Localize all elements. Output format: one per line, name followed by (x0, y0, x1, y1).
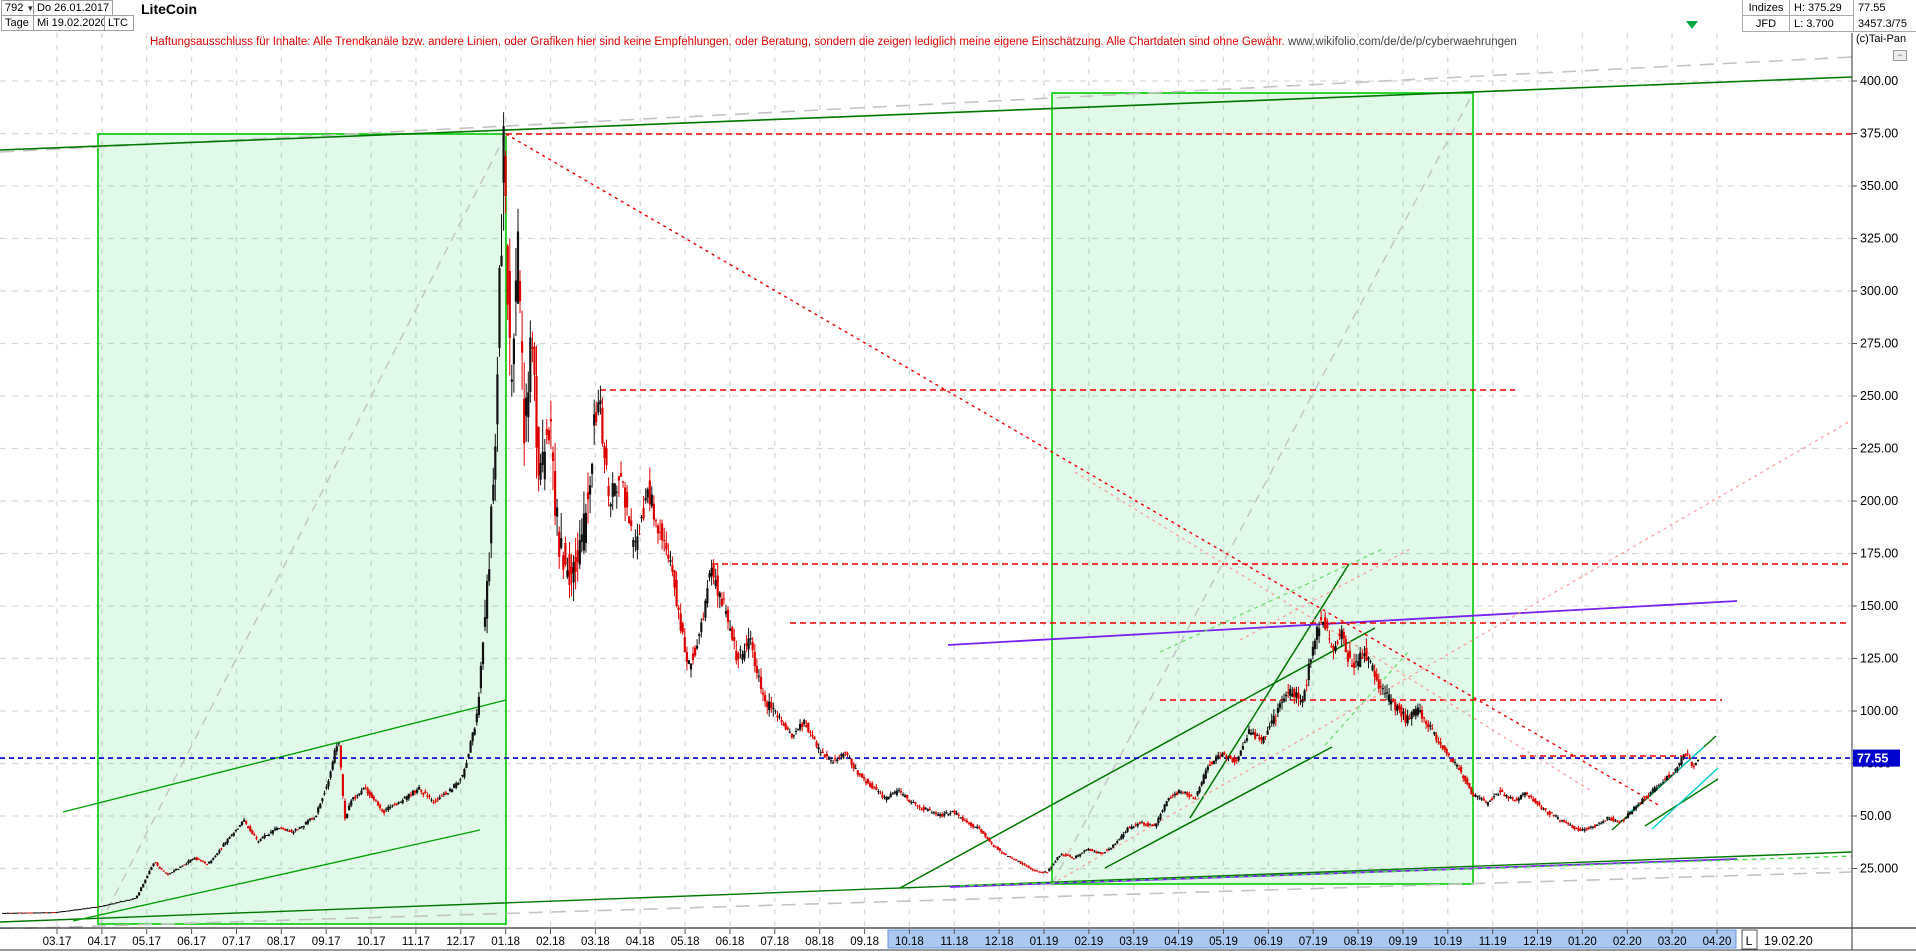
svg-text:04.17: 04.17 (88, 936, 117, 948)
gridlines-layer (0, 33, 1852, 928)
svg-text:11.18: 11.18 (940, 936, 968, 948)
instrument-title: LiteCoin (141, 1, 197, 17)
svg-text:225.00: 225.00 (1860, 442, 1898, 456)
svg-text:25.000: 25.000 (1860, 862, 1898, 876)
wikifolio-url[interactable]: www.wikifolio.com/de/de/p/cyberwaehrunge… (1284, 36, 1517, 48)
bars-count-value: 792 (5, 2, 24, 14)
chevron-down-icon: ▼ (26, 3, 35, 13)
svg-text:08.17: 08.17 (267, 936, 296, 948)
trendlines-layer (0, 21, 1853, 930)
svg-text:07.17: 07.17 (222, 936, 251, 948)
period-high: H: 375.29 (1789, 0, 1853, 16)
exchange-cell-2: JFD (1742, 16, 1789, 32)
svg-text:09.18: 09.18 (850, 936, 879, 948)
svg-text:09.17: 09.17 (312, 936, 341, 948)
date-axis[interactable]: 03.17 04.17 05.17 06.17 07.17 08.17 09.17 10.17… (43, 929, 1813, 950)
svg-text:02.19: 02.19 (1075, 936, 1104, 948)
svg-text:325.00: 325.00 (1860, 232, 1898, 246)
svg-text:02.18: 02.18 (536, 936, 565, 948)
svg-text:01.18: 01.18 (491, 936, 520, 948)
exchange-cell-1: Indizes (1742, 0, 1789, 16)
svg-text:03.17: 03.17 (43, 936, 72, 948)
disclaimer-text: Haftungsausschluss für Inhalte: Alle Tre… (150, 36, 1285, 48)
svg-text:08.19: 08.19 (1344, 936, 1373, 948)
disclaimer-line: Haftungsausschluss für Inhalte: Alle Tre… (150, 36, 1517, 48)
svg-text:12.19: 12.19 (1523, 936, 1552, 948)
svg-text:200.00: 200.00 (1860, 494, 1898, 508)
svg-text:06.19: 06.19 (1254, 936, 1283, 948)
svg-text:04.19: 04.19 (1164, 936, 1193, 948)
svg-text:03.19: 03.19 (1119, 936, 1148, 948)
svg-text:350.00: 350.00 (1860, 179, 1898, 193)
svg-text:375.00: 375.00 (1860, 127, 1898, 141)
svg-text:07.18: 07.18 (760, 936, 789, 948)
svg-text:150.00: 150.00 (1860, 599, 1898, 613)
svg-text:125.00: 125.00 (1860, 652, 1898, 666)
svg-text:10.17: 10.17 (357, 936, 386, 948)
svg-text:275.00: 275.00 (1860, 337, 1898, 351)
svg-text:07.19: 07.19 (1299, 936, 1328, 948)
svg-text:175.00: 175.00 (1860, 547, 1898, 561)
svg-text:77.55: 77.55 (1857, 752, 1888, 766)
symbol-field[interactable]: LTC (104, 15, 134, 31)
svg-text:05.18: 05.18 (671, 936, 700, 948)
svg-text:04.20: 04.20 (1703, 936, 1732, 948)
minimize-button[interactable]: − (1893, 50, 1907, 61)
svg-text:11.19: 11.19 (1479, 936, 1507, 948)
svg-text:100.00: 100.00 (1860, 704, 1898, 718)
svg-text:05.17: 05.17 (132, 936, 161, 948)
svg-text:09.19: 09.19 (1389, 936, 1418, 948)
svg-text:08.18: 08.18 (805, 936, 834, 948)
svg-text:06.18: 06.18 (716, 936, 745, 948)
start-date-field[interactable]: Do 26.01.2017 (33, 0, 113, 16)
svg-text:02.20: 02.20 (1613, 936, 1642, 948)
svg-text:250.00: 250.00 (1860, 389, 1898, 403)
svg-text:05.19: 05.19 (1209, 936, 1238, 948)
svg-text:03.18: 03.18 (581, 936, 610, 948)
svg-text:12.18: 12.18 (985, 936, 1014, 948)
svg-text:10.18: 10.18 (895, 936, 924, 948)
svg-text:L: L (1746, 934, 1753, 948)
volume-value: 3457.3/75 (1853, 16, 1916, 32)
price-badge: 77.55 (1853, 749, 1900, 767)
period-low: L: 3.700 (1789, 16, 1853, 32)
svg-text:400.00: 400.00 (1860, 74, 1898, 88)
svg-text:10.19: 10.19 (1433, 936, 1462, 948)
marker-triangle-icon (1686, 21, 1698, 29)
date-range-selection (887, 929, 1737, 949)
svg-text:12.17: 12.17 (446, 936, 475, 948)
svg-text:06.17: 06.17 (177, 936, 206, 948)
last-price: 77.55 (1853, 0, 1916, 16)
svg-text:04.18: 04.18 (626, 936, 655, 948)
highlight-boxes-layer (97, 92, 1474, 925)
copyright-label: (c)Tai-Pan (1856, 33, 1907, 45)
svg-text:19.02.20: 19.02.20 (1764, 934, 1813, 948)
svg-text:03.20: 03.20 (1658, 936, 1687, 948)
svg-text:50.00: 50.00 (1860, 809, 1891, 823)
svg-text:11.17: 11.17 (402, 936, 430, 948)
svg-text:01.20: 01.20 (1568, 936, 1597, 948)
svg-text:300.00: 300.00 (1860, 284, 1898, 298)
svg-text:01.19: 01.19 (1030, 936, 1059, 948)
candles-layer (2, 112, 1700, 914)
end-date-field[interactable]: Mi 19.02.2020 (33, 15, 107, 31)
period-dropdown[interactable]: Tage ▼ (1, 15, 40, 31)
